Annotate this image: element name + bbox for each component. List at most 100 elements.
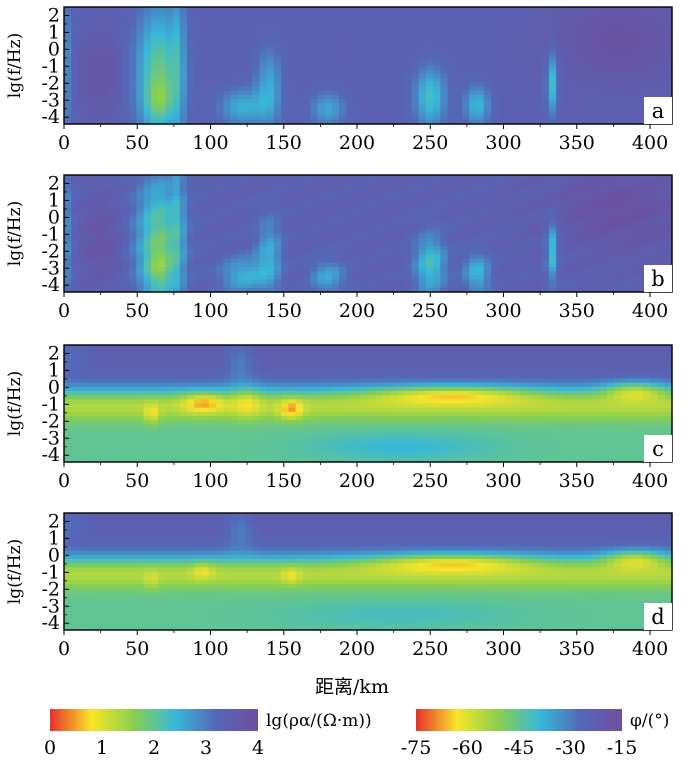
heatmap-cell xyxy=(295,69,304,75)
heatmap-cell xyxy=(346,119,355,125)
heatmap-cell xyxy=(491,195,499,201)
heatmap-cell xyxy=(527,262,536,268)
heatmap-cell xyxy=(469,258,478,264)
heatmap-cell xyxy=(244,57,253,62)
heatmap-cell xyxy=(244,275,253,281)
y-tick-label: -1 xyxy=(41,223,60,245)
heatmap-cell xyxy=(266,27,275,33)
heatmap-cell xyxy=(266,216,275,222)
heatmap-cell xyxy=(476,187,485,193)
heatmap-cell xyxy=(281,94,289,100)
heatmap-cell xyxy=(216,241,224,247)
heatmap-cell xyxy=(165,254,174,260)
heatmap-cell xyxy=(107,386,116,392)
heatmap-cell xyxy=(664,86,673,92)
heatmap-cell xyxy=(244,82,253,87)
heatmap-cell xyxy=(389,40,398,46)
heatmap-cell xyxy=(100,441,109,446)
heatmap-cell xyxy=(404,90,413,96)
heatmap-cell xyxy=(520,258,528,264)
heatmap-cell xyxy=(216,61,224,67)
heatmap-cell xyxy=(339,73,347,79)
heatmap-cell xyxy=(541,90,550,96)
heatmap-cell xyxy=(114,78,123,83)
heatmap-cell xyxy=(462,204,470,210)
heatmap-cell xyxy=(635,191,644,197)
heatmap-cell xyxy=(440,271,449,276)
heatmap-cell xyxy=(244,266,253,272)
heatmap-cell xyxy=(396,262,405,268)
heatmap-cell xyxy=(375,94,384,100)
heatmap-cell xyxy=(172,86,181,92)
heatmap-cell xyxy=(433,183,441,189)
heatmap-cell xyxy=(158,271,166,276)
heatmap-cell xyxy=(469,220,478,226)
heatmap-cell xyxy=(396,279,405,285)
heatmap-cell xyxy=(201,241,210,247)
heatmap-cell xyxy=(92,78,101,83)
heatmap-cell xyxy=(498,233,507,239)
heatmap-cell xyxy=(520,73,528,79)
heatmap-cell xyxy=(599,283,608,289)
heatmap-cell xyxy=(310,200,318,205)
heatmap-cell xyxy=(635,52,644,58)
heatmap-cell xyxy=(368,44,376,50)
heatmap-cell xyxy=(534,90,543,96)
heatmap-cell xyxy=(491,82,499,87)
heatmap-cell xyxy=(92,258,101,264)
heatmap-cell xyxy=(114,271,123,276)
heatmap-cell xyxy=(78,119,87,125)
heatmap-cell xyxy=(100,61,109,67)
heatmap-cell xyxy=(635,11,644,16)
heatmap-cell xyxy=(295,52,304,58)
heatmap-cell xyxy=(143,103,152,108)
heatmap-cell xyxy=(64,36,72,42)
heatmap-cell xyxy=(150,254,159,260)
heatmap-cell xyxy=(339,287,347,293)
heatmap-cell xyxy=(223,283,232,289)
heatmap-cell xyxy=(281,11,289,16)
heatmap-cell xyxy=(281,220,289,226)
heatmap-cell xyxy=(273,52,282,58)
heatmap-cell xyxy=(331,94,340,100)
heatmap-cell xyxy=(259,61,268,67)
heatmap-cell xyxy=(498,32,507,37)
heatmap-cell xyxy=(172,212,181,218)
heatmap-cell xyxy=(64,11,72,16)
heatmap-cell xyxy=(360,183,369,189)
heatmap-cell xyxy=(179,233,188,239)
heatmap-cell xyxy=(541,212,550,218)
heatmap-cell xyxy=(657,11,666,16)
heatmap-cell xyxy=(78,183,87,189)
heatmap-cell xyxy=(643,225,651,230)
heatmap-cell xyxy=(281,32,289,37)
heatmap-cell xyxy=(577,52,586,58)
heatmap-cell xyxy=(476,220,485,226)
heatmap-cell xyxy=(100,266,109,272)
heatmap-cell xyxy=(136,52,145,58)
heatmap-cell xyxy=(150,78,159,83)
heatmap-cell xyxy=(100,23,109,29)
heatmap-cell xyxy=(331,36,340,42)
heatmap-cell xyxy=(498,73,507,79)
heatmap-cell xyxy=(237,103,246,108)
heatmap-cell xyxy=(389,115,398,121)
heatmap-cell xyxy=(650,216,659,222)
heatmap-cell xyxy=(324,69,333,75)
heatmap-cell xyxy=(382,208,391,214)
heatmap-cell xyxy=(628,119,637,125)
heatmap-cell xyxy=(541,69,550,75)
heatmap-cell xyxy=(360,103,369,108)
heatmap-cell xyxy=(360,27,369,33)
heatmap-cell xyxy=(143,254,152,260)
heatmap-cell xyxy=(346,179,355,184)
heatmap-cell xyxy=(150,98,159,104)
heatmap-cell xyxy=(527,36,536,42)
heatmap-cell xyxy=(520,11,528,16)
heatmap-cell xyxy=(273,212,282,218)
heatmap-cell xyxy=(114,103,123,108)
heatmap-cell xyxy=(310,258,318,264)
heatmap-cell xyxy=(368,187,376,193)
heatmap-cell xyxy=(454,111,463,117)
heatmap-cell xyxy=(216,119,224,125)
